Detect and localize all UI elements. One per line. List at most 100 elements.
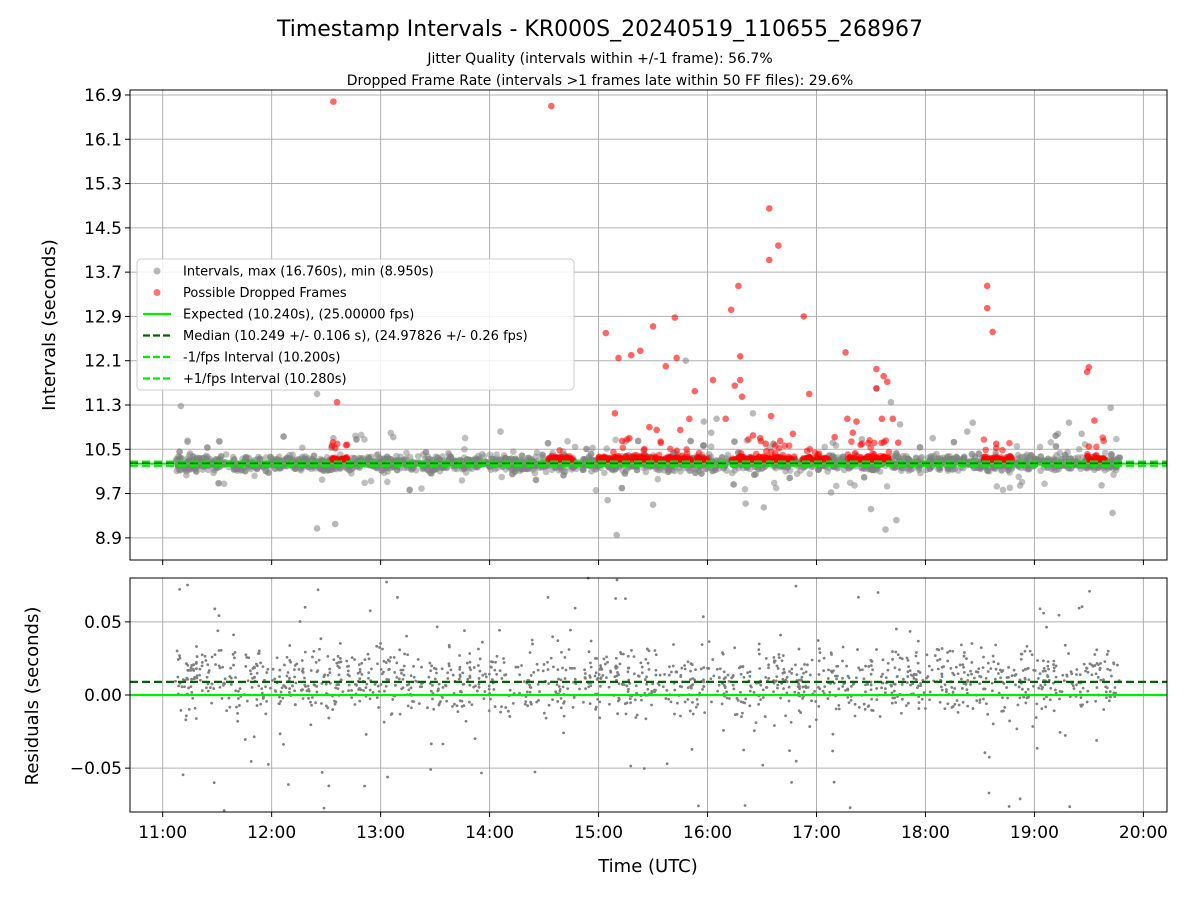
dropped-frame-point: [657, 438, 664, 445]
residual-point: [629, 701, 632, 705]
residual-point: [1058, 689, 1062, 693]
residual-point: [287, 783, 290, 786]
residual-point: [916, 686, 919, 690]
residual-point: [605, 655, 608, 659]
residual-point: [367, 676, 370, 680]
residual-point: [1026, 666, 1030, 670]
chart-subtitle-dropped: Dropped Frame Rate (intervals >1 frames …: [347, 73, 854, 89]
intervals-y-tick-label: 10.5: [84, 440, 122, 460]
residual-point: [1031, 725, 1035, 728]
residual-point: [221, 683, 225, 687]
residual-point: [689, 669, 692, 673]
residual-point: [200, 653, 204, 657]
residual-point: [1103, 660, 1107, 664]
dropped-frame-point: [749, 432, 757, 439]
dropped-frame-point: [722, 415, 729, 423]
residual-point: [857, 595, 860, 599]
residual-point: [319, 637, 323, 641]
interval-point: [770, 479, 778, 487]
interval-point: [741, 486, 749, 493]
residual-point: [963, 651, 966, 654]
residual-point: [461, 671, 465, 675]
residual-point: [735, 696, 739, 700]
residual-point: [429, 689, 433, 693]
interval-point: [384, 478, 391, 486]
residual-point: [207, 671, 210, 674]
residual-point: [455, 704, 459, 708]
residual-point: [587, 685, 591, 689]
interval-point: [479, 450, 486, 458]
residual-point: [616, 699, 620, 703]
residual-point: [178, 587, 182, 591]
dropped-frame-point: [831, 433, 838, 441]
residual-point: [797, 691, 800, 695]
interval-point: [883, 483, 891, 490]
residual-point: [616, 671, 619, 674]
residual-point: [464, 719, 468, 723]
residual-point: [969, 669, 972, 673]
legend-label: Median (10.249 +/- 0.106 s), (24.97826 +…: [183, 329, 528, 344]
interval-point: [186, 451, 193, 459]
residual-point: [997, 691, 1001, 695]
residual-point: [382, 720, 386, 724]
residual-point: [584, 676, 587, 680]
residual-point: [971, 707, 975, 710]
residual-point: [788, 749, 791, 753]
interval-point: [280, 433, 287, 440]
residual-point: [562, 731, 565, 735]
residual-point: [551, 698, 554, 702]
residual-point: [367, 671, 371, 674]
interval-point: [664, 468, 672, 476]
dropped-frame-point: [653, 426, 660, 434]
residual-point: [946, 702, 950, 706]
residual-point: [599, 676, 603, 680]
intervals-y-tick-label: 11.3: [84, 396, 122, 416]
interval-point: [357, 431, 365, 439]
residual-point: [1014, 683, 1017, 687]
residual-point: [358, 677, 362, 681]
dropped-frame-point: [776, 437, 784, 445]
residual-point: [797, 647, 801, 651]
residual-point: [375, 696, 379, 700]
residual-point: [544, 716, 548, 720]
residual-point: [761, 696, 765, 699]
residual-point: [1037, 686, 1041, 690]
residual-point: [547, 682, 551, 685]
residual-point: [740, 711, 744, 715]
interval-point: [671, 467, 678, 475]
residual-point: [493, 668, 497, 672]
residual-point: [395, 596, 399, 599]
residual-point: [906, 701, 910, 705]
residual-point: [1075, 673, 1078, 676]
residual-point: [1077, 606, 1081, 610]
residual-point: [690, 663, 694, 667]
residual-point: [982, 697, 985, 701]
residual-point: [259, 661, 262, 665]
residual-point: [1031, 684, 1035, 688]
residual-point: [647, 649, 651, 653]
residual-point: [483, 690, 487, 693]
residual-point: [845, 664, 849, 668]
residual-point: [255, 671, 259, 675]
residual-point: [334, 700, 338, 704]
residual-point: [886, 668, 890, 672]
residual-point: [499, 710, 503, 714]
residual-point: [285, 674, 289, 678]
residual-point: [779, 633, 782, 637]
dropped-frame-point: [686, 415, 693, 423]
residual-point: [996, 672, 1000, 675]
interval-point: [742, 500, 749, 507]
interval-point: [461, 434, 469, 442]
residual-point: [1054, 675, 1058, 679]
residual-point: [619, 650, 622, 654]
residual-point: [1075, 668, 1079, 671]
residual-point: [376, 684, 380, 688]
residual-point: [394, 683, 397, 687]
residual-point: [297, 667, 301, 671]
residual-point: [774, 679, 778, 683]
residual-point: [977, 667, 981, 671]
residual-point: [339, 678, 343, 682]
residual-point: [748, 670, 752, 674]
residual-point: [569, 628, 572, 632]
